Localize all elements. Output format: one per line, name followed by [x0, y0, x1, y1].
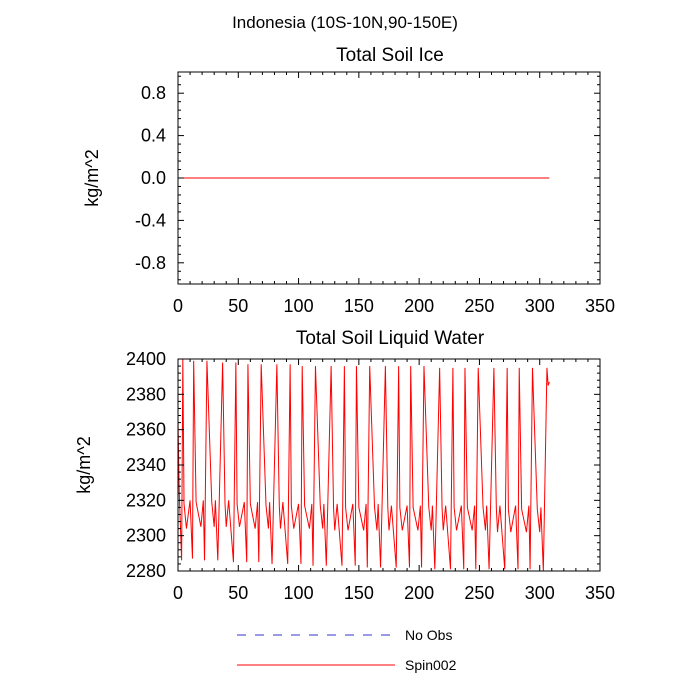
- soil-ice-x-tick-label: 100: [284, 296, 314, 316]
- soil-liquid-water-y-tick-label: 2340: [126, 455, 166, 475]
- soil-liquid-water-plot-frame: [177, 358, 601, 572]
- soil-liquid-water-series-line-spin002: [177, 358, 550, 572]
- soil-ice-title: Total Soil Ice: [336, 45, 444, 66]
- soil-liquid-water-x-tick-label: 150: [344, 583, 374, 603]
- legend-label-spin002: Spin002: [405, 657, 457, 673]
- soil-liquid-water-y-tick-label: 2360: [126, 420, 166, 440]
- soil-liquid-water-x-tick-label: 300: [525, 583, 555, 603]
- legend: No Obs Spin002: [237, 627, 457, 673]
- soil-ice-x-tick-label: 50: [228, 296, 248, 316]
- soil-liquid-water-y-axis-label: kg/m^2: [74, 436, 94, 493]
- soil-ice-x-tick-label: 0: [173, 296, 183, 316]
- soil-ice-y-tick-label: -0.8: [135, 253, 166, 273]
- soil-ice-x-tick-label: 200: [404, 296, 434, 316]
- soil-liquid-water-y-tick-label: 2380: [126, 384, 166, 404]
- soil-liquid-water-x-tick-label: 0: [173, 583, 183, 603]
- soil-liquid-water-y-tick-label: 2300: [126, 526, 166, 546]
- soil-ice-y-tick-label: 0.8: [141, 83, 166, 103]
- soil-ice-y-tick-label: -0.4: [135, 210, 166, 230]
- soil-liquid-water-y-tick-label: 2400: [126, 349, 166, 369]
- soil-liquid-water-y-tick-label: 2280: [126, 561, 166, 581]
- soil-ice-y-tick-label: 0.0: [141, 168, 166, 188]
- soil-ice-panel: Total Soil Ice kg/m^2 0 50 100 150 200 250 300…: [82, 45, 615, 316]
- soil-liquid-water-title: Total Soil Liquid Water: [296, 328, 485, 349]
- soil-ice-x-tick-label: 350: [585, 296, 615, 316]
- soil-liquid-water-x-tick-label: 350: [585, 583, 615, 603]
- figure-title: Indonesia (10S-10N,90-150E): [232, 13, 458, 32]
- soil-liquid-water-x-tick-label: 50: [228, 583, 248, 603]
- soil-liquid-water-y-tick-label: 2320: [126, 490, 166, 510]
- soil-liquid-water-x-tick-label: 200: [404, 583, 434, 603]
- soil-liquid-water-x-tick-label: 250: [464, 583, 494, 603]
- soil-ice-x-tick-label: 250: [464, 296, 494, 316]
- soil-ice-x-tick-label: 300: [525, 296, 555, 316]
- soil-liquid-water-panel: Total Soil Liquid Water kg/m^2 0 50 100 150…: [74, 328, 615, 603]
- legend-label-no-obs: No Obs: [405, 627, 452, 643]
- soil-ice-y-axis-label: kg/m^2: [82, 149, 102, 206]
- soil-ice-x-tick-label: 150: [344, 296, 374, 316]
- soil-liquid-water-x-tick-label: 100: [284, 583, 314, 603]
- soil-ice-y-tick-label: 0.4: [141, 126, 166, 146]
